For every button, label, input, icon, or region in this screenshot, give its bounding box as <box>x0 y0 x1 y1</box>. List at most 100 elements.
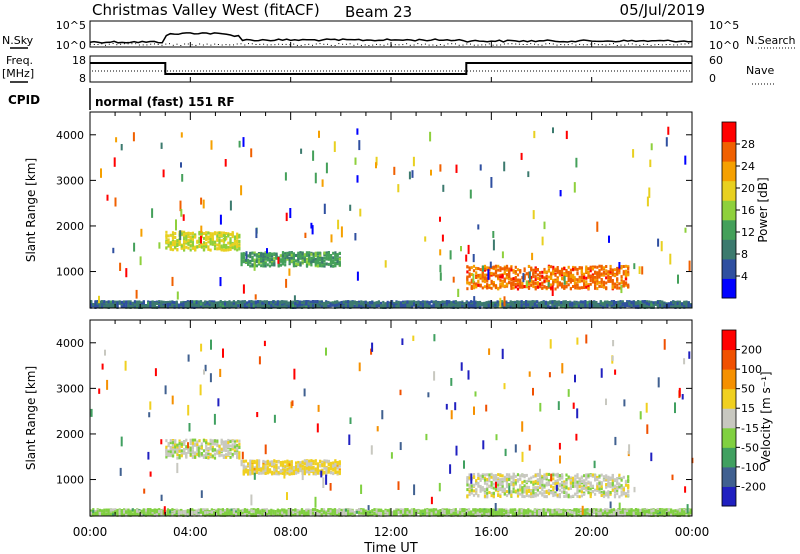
radar-cell <box>133 242 136 252</box>
radar-cell <box>251 468 254 472</box>
radar-cell <box>160 302 163 306</box>
colorbar-tick-label: 16 <box>741 204 755 217</box>
radar-cell <box>231 243 234 247</box>
radar-cell <box>492 239 495 251</box>
radar-cell <box>494 264 498 268</box>
radar-cell <box>96 301 99 305</box>
radar-cell <box>539 278 542 281</box>
radar-cell <box>232 304 235 308</box>
radar-cell <box>174 245 177 248</box>
radar-cell <box>151 208 154 218</box>
radar-cell <box>516 303 519 307</box>
radar-cell <box>628 301 631 305</box>
radar-cell <box>349 300 352 304</box>
radar-cell <box>503 161 506 172</box>
radar-cell <box>180 449 183 453</box>
nsearch-point <box>327 43 328 45</box>
radar-cell <box>236 234 239 238</box>
radar-cell <box>272 300 275 304</box>
radar-cell <box>611 271 614 275</box>
radar-cell <box>288 472 291 476</box>
radar-cell <box>286 255 289 259</box>
radar-cell <box>308 461 311 465</box>
radar-cell <box>225 232 228 235</box>
radar-cell <box>243 300 246 304</box>
nsearch-point <box>661 44 663 46</box>
radar-cell <box>555 300 558 304</box>
radar-cell <box>521 285 524 289</box>
radar-cell <box>318 303 321 306</box>
radar-cell <box>550 275 553 279</box>
radar-cell <box>468 282 471 286</box>
radar-cell <box>338 251 341 255</box>
radar-cell <box>288 268 291 276</box>
radar-cell <box>314 257 317 261</box>
radar-cell <box>470 286 473 290</box>
radar-cell <box>187 450 190 454</box>
radar-cell <box>323 470 326 474</box>
radar-cell <box>424 301 427 305</box>
radar-cell <box>238 451 241 455</box>
radar-cell <box>505 268 509 272</box>
radar-cell <box>213 300 216 304</box>
radar-cell <box>273 260 276 263</box>
radar-cell <box>243 301 246 305</box>
nsearch-point <box>466 43 468 45</box>
radar-cell <box>364 300 367 304</box>
radar-cell <box>310 256 313 260</box>
radar-cell <box>205 447 208 451</box>
radar-cell <box>530 278 533 282</box>
radar-cell <box>441 234 444 242</box>
nsearch-point <box>639 44 641 46</box>
radar-cell <box>322 301 326 305</box>
radar-cell <box>194 443 197 447</box>
radar-cell <box>209 240 212 244</box>
radar-cell <box>608 301 611 304</box>
nsearch-point <box>564 44 566 46</box>
radar-cell <box>294 300 297 304</box>
radar-cell <box>229 242 232 246</box>
radar-cell <box>305 257 309 261</box>
radar-cell <box>136 300 139 304</box>
radar-cell <box>210 302 213 306</box>
radar-cell <box>209 441 212 445</box>
radar-cell <box>362 301 365 305</box>
radar-cell <box>534 266 537 270</box>
radar-cell <box>187 233 190 237</box>
radar-cell <box>474 301 477 305</box>
radar-cell <box>100 168 102 178</box>
radar-cell <box>626 302 629 306</box>
radar-cell <box>235 305 238 309</box>
radar-cell <box>319 264 322 268</box>
radar-cell <box>620 265 623 268</box>
radar-cell <box>497 277 500 281</box>
radar-cell <box>165 439 168 443</box>
radar-cell <box>354 233 357 241</box>
radar-cell <box>541 270 544 274</box>
radar-cell <box>550 283 553 287</box>
radar-cell <box>558 281 561 285</box>
radar-cell <box>253 466 256 470</box>
radar-cell <box>178 439 181 443</box>
radar-cell <box>541 274 544 278</box>
radar-cell <box>222 442 225 446</box>
radar-cell <box>525 272 528 276</box>
radar-cell <box>185 245 188 249</box>
radar-cell <box>323 264 326 268</box>
radar-cell <box>349 303 352 307</box>
radar-cell <box>576 283 579 287</box>
radar-cell <box>199 304 203 308</box>
radar-cell <box>573 276 576 285</box>
radar-cell <box>565 280 568 284</box>
radar-cell <box>602 271 606 275</box>
radar-cell <box>460 246 462 252</box>
radar-cell <box>209 452 212 456</box>
radar-cell <box>500 302 504 306</box>
radar-cell <box>222 456 225 459</box>
radar-cell <box>266 466 269 470</box>
radar-cell <box>251 251 254 255</box>
radar-cell <box>316 304 319 308</box>
radar-cell <box>116 304 119 308</box>
radar-cell <box>279 469 282 473</box>
radar-cell <box>588 302 591 306</box>
